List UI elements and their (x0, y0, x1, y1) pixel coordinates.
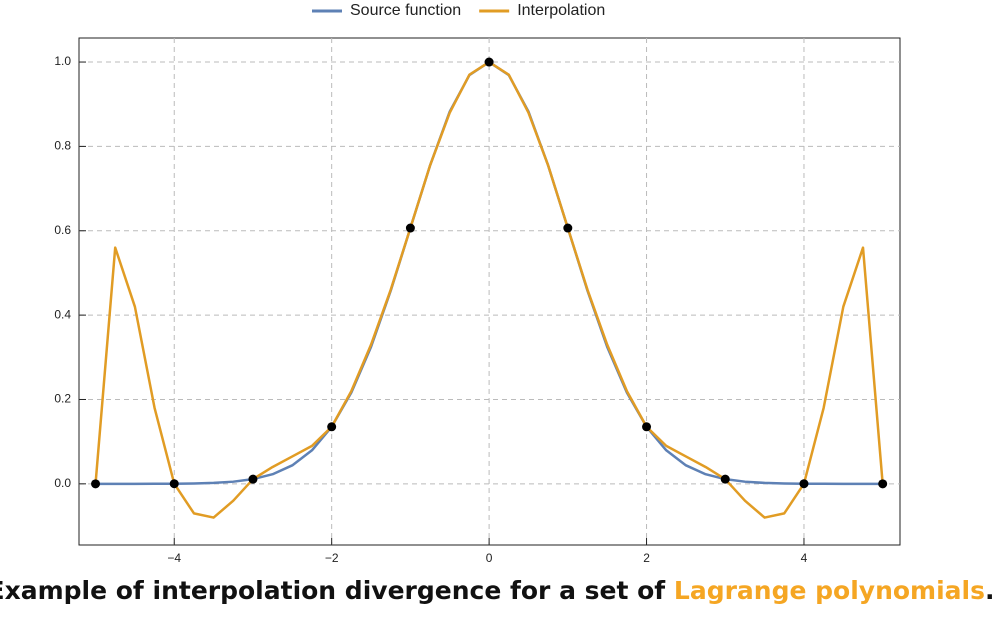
data-point (248, 474, 258, 484)
data-point (878, 479, 888, 489)
data-point (484, 57, 494, 67)
data-point (720, 474, 730, 484)
data-point (327, 422, 337, 432)
data-point (563, 223, 573, 233)
y-tick-label: 0.8 (54, 139, 71, 153)
data-point (169, 479, 179, 489)
y-tick-label: 0.0 (54, 476, 71, 490)
y-tick-label: 0.2 (54, 392, 71, 406)
data-point (91, 479, 101, 489)
data-point (405, 223, 415, 233)
caption-text: Example of interpolation divergence for … (0, 576, 674, 605)
y-tick-label: 0.6 (54, 223, 71, 237)
y-tick-label: 1.0 (54, 54, 71, 68)
y-tick-label: 0.4 (54, 307, 71, 321)
x-tick-label: 4 (801, 551, 808, 565)
data-point (642, 422, 652, 432)
legend-label: Source function (350, 2, 461, 19)
x-tick-label: 2 (643, 551, 650, 565)
x-tick-label: −4 (167, 551, 181, 565)
x-tick-label: 0 (486, 551, 493, 565)
data-point (799, 479, 809, 489)
caption: Example of interpolation divergence for … (0, 576, 993, 605)
caption-text: . (985, 576, 993, 605)
caption-highlight: Lagrange polynomials (674, 576, 985, 605)
x-tick-label: −2 (325, 551, 339, 565)
legend-label: Interpolation (517, 2, 605, 19)
